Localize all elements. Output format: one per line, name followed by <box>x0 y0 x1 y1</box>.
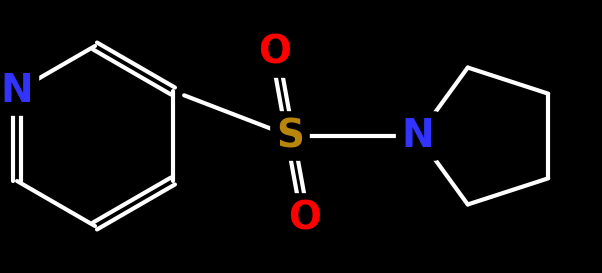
Text: N: N <box>1 72 33 110</box>
Text: O: O <box>258 34 291 72</box>
Text: N: N <box>402 117 434 155</box>
Text: S: S <box>276 117 304 155</box>
Text: O: O <box>288 199 321 237</box>
